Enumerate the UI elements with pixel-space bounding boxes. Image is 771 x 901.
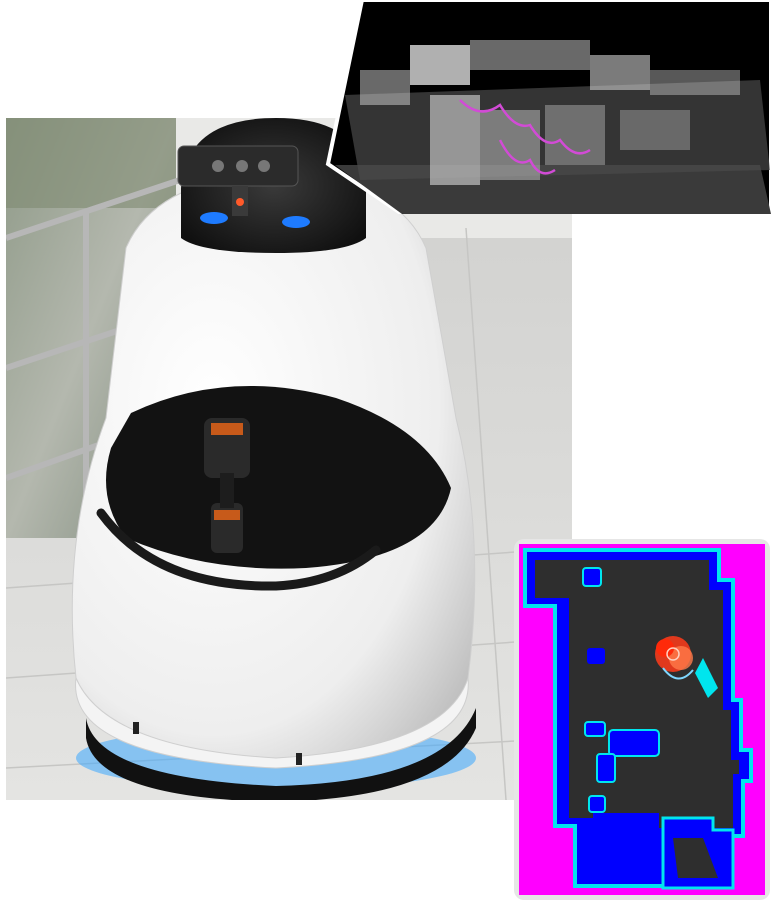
point-cloud-inset [0,0,771,214]
costmap-inset [513,538,771,901]
robot-arm [204,418,250,553]
point-cloud-points [360,40,740,185]
inner-obstacles [582,567,735,890]
robot-illustration [6,118,572,800]
robot-path [459,99,591,155]
free-space [535,560,739,828]
costmap-view [514,539,770,900]
led-eye-left [200,212,228,224]
led-eye-right [282,216,310,228]
robot-photo [6,118,572,800]
particle-cloud [655,636,694,680]
robot-tray [106,386,451,569]
point-cloud-view [325,0,771,214]
